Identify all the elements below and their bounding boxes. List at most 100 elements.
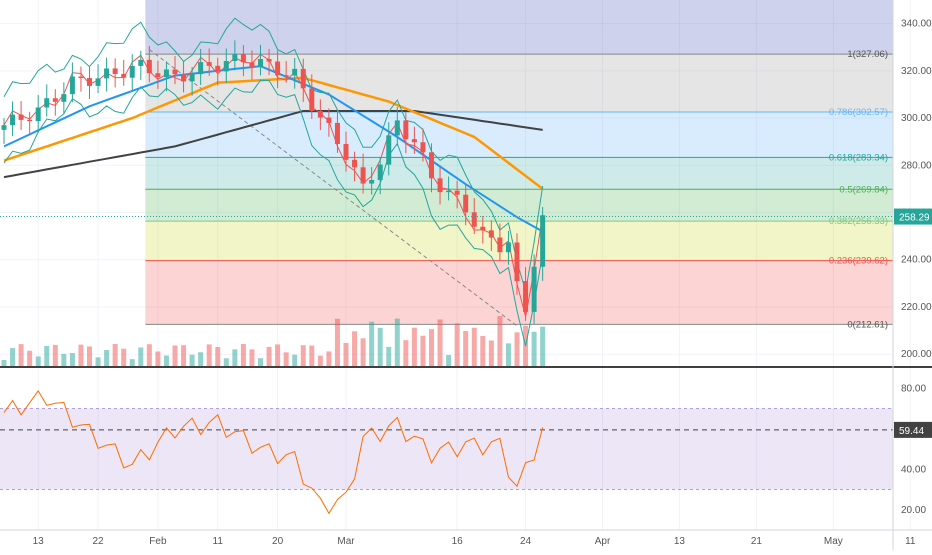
candle-body: [35, 107, 41, 122]
candle-body: [446, 190, 452, 193]
volume-bar: [480, 335, 486, 366]
candle-body: [146, 59, 152, 74]
volume-bar: [394, 318, 400, 366]
rsi-tick-label: 20.00: [901, 505, 926, 516]
volume-bar: [505, 343, 511, 366]
current-price-tag: [894, 208, 932, 225]
candle-body: [129, 65, 135, 78]
volume-bar: [386, 346, 392, 366]
volume-bar: [420, 335, 426, 366]
price-tick-label: 240.00: [901, 255, 932, 266]
candle-body: [540, 215, 546, 267]
candle-body: [1, 125, 7, 130]
volume-bar: [334, 318, 340, 366]
rsi-line: [3, 389, 544, 515]
volume-bar: [44, 345, 50, 366]
volume-bar: [360, 338, 366, 366]
volume-bar: [463, 331, 469, 366]
candle-body: [420, 142, 426, 153]
price-tick-label: 200.00: [901, 349, 932, 360]
volume-bar: [87, 346, 92, 366]
time-tick-label: 13: [33, 536, 45, 547]
candle-body: [394, 120, 400, 136]
price-candles: [1, 40, 546, 324]
candle-body: [249, 62, 255, 68]
candle-body: [283, 75, 289, 77]
candle-body: [206, 62, 212, 66]
candle-body: [172, 69, 178, 75]
candle-body: [258, 59, 263, 68]
volume-bar: [249, 349, 255, 366]
volume-bar: [258, 358, 263, 366]
candle-body: [369, 180, 375, 184]
volume-bar: [352, 331, 358, 366]
candle-body: [78, 76, 84, 79]
bollinger-upper: [3, 17, 544, 292]
rsi-band: [0, 408, 893, 490]
volume-bar: [69, 353, 75, 366]
rsi-pane: [0, 366, 932, 515]
candle-body: [411, 139, 417, 143]
candle-body: [309, 88, 315, 111]
volume-bar: [292, 354, 298, 366]
candle-body: [10, 114, 16, 126]
volume-bar: [61, 353, 67, 366]
volume-bar: [146, 344, 152, 366]
volume-bar: [275, 344, 281, 366]
candle-body: [463, 194, 469, 213]
fib-zone: [145, 157, 894, 190]
candle-body: [181, 74, 187, 82]
volume-bar: [198, 352, 204, 366]
candle-body: [44, 98, 50, 108]
candle-body: [27, 119, 33, 122]
time-tick-label: 16: [452, 536, 464, 547]
candle-body: [189, 74, 195, 82]
ma-short-line: [3, 65, 544, 233]
candle-body: [471, 212, 477, 227]
volume-bar: [514, 332, 520, 366]
volume-bar: [104, 350, 110, 366]
volume-bar: [429, 329, 434, 366]
candle-body: [18, 114, 24, 120]
time-tick-label: 24: [520, 536, 532, 547]
candle-body: [343, 143, 349, 160]
candle-body: [360, 167, 366, 184]
candle-body: [163, 69, 169, 78]
candle-body: [488, 230, 494, 238]
volume-bar: [531, 331, 537, 366]
ma-long-line: [3, 110, 543, 179]
price-tick-label: 280.00: [901, 160, 932, 171]
candle-body: [275, 61, 281, 76]
volume-bar: [78, 344, 84, 366]
candle-body: [531, 266, 537, 312]
candle-body: [377, 164, 383, 181]
candle-body: [69, 76, 75, 95]
volume-bar: [488, 340, 494, 366]
volume-bar: [172, 345, 178, 366]
fibonacci-labels: 1(327.06) 0.786(302.57) 0.618(283.34) 0.5(2…: [829, 49, 888, 330]
ma-mid-line: [3, 76, 544, 190]
candle-body: [429, 152, 434, 179]
candle-body: [155, 73, 161, 78]
volume-bar: [317, 355, 323, 366]
volume-bar: [35, 356, 41, 366]
time-tick-label: 11: [905, 536, 916, 547]
candle-body: [223, 61, 229, 72]
candle-body: [232, 54, 238, 62]
candle-body: [266, 59, 272, 62]
candle-body: [514, 242, 520, 282]
price-tick-label: 340.00: [901, 19, 932, 30]
candle-body: [437, 178, 443, 193]
volume-bar: [155, 351, 161, 366]
candle-body: [480, 226, 486, 231]
volume-bar: [497, 316, 503, 366]
volume-bar: [27, 350, 33, 366]
volume-bar: [471, 327, 477, 366]
volume-bar: [1, 360, 7, 366]
time-tick-label: 20: [272, 536, 284, 547]
candle-body: [505, 242, 511, 253]
time-tick-label: Feb: [149, 536, 167, 547]
